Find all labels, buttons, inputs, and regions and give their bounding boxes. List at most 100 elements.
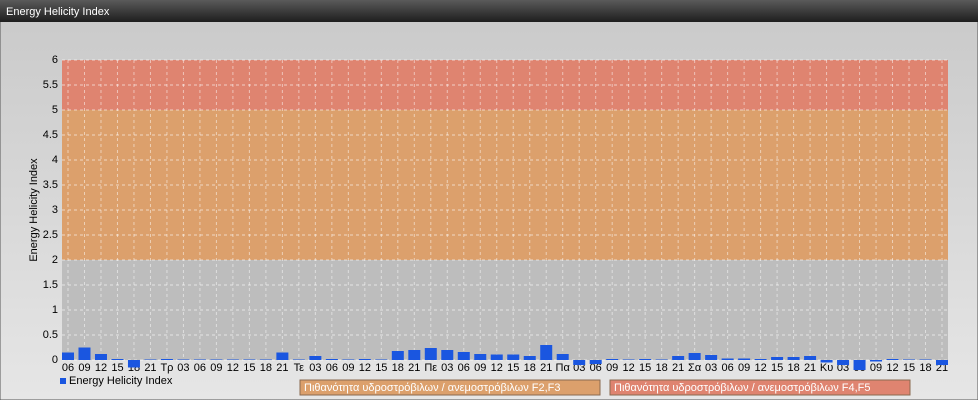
- bar: [457, 352, 470, 360]
- x-tick-label: 18: [919, 362, 931, 374]
- bar: [259, 359, 272, 360]
- bar: [424, 348, 437, 360]
- bar: [62, 352, 74, 360]
- x-tick-label: 21: [408, 362, 420, 374]
- bar: [853, 360, 866, 370]
- bar: [127, 360, 140, 368]
- bar: [705, 355, 718, 360]
- y-tick-label: 1: [52, 304, 58, 316]
- x-tick-label: 15: [639, 362, 651, 374]
- bar: [606, 359, 619, 360]
- x-tick-label: 18: [260, 362, 272, 374]
- x-tick-label: 18: [524, 362, 536, 374]
- y-tick-label: 0.5: [43, 329, 58, 341]
- x-tick-label: 06: [62, 362, 74, 374]
- x-tick-label: 18: [392, 362, 404, 374]
- x-tick-label: 21: [276, 362, 288, 374]
- x-tick-label: Πα: [556, 362, 571, 374]
- x-tick-label: 12: [95, 362, 107, 374]
- x-tick-label: Τε: [294, 362, 305, 374]
- bar: [721, 358, 734, 360]
- x-tick-label: 21: [804, 362, 816, 374]
- x-tick-label: 03: [705, 362, 717, 374]
- bar: [292, 359, 305, 360]
- bar: [177, 359, 190, 360]
- bar: [936, 360, 948, 365]
- x-tick-label: Πε: [424, 362, 437, 374]
- y-tick-label: 3: [52, 204, 58, 216]
- x-tick-label: 18: [656, 362, 668, 374]
- bar: [622, 359, 635, 360]
- bar: [309, 356, 322, 360]
- bar: [507, 354, 520, 360]
- bar: [903, 359, 916, 360]
- x-tick-label: 03: [441, 362, 453, 374]
- x-tick-label: Κυ: [820, 362, 833, 374]
- bar: [144, 359, 157, 360]
- bar: [276, 352, 289, 360]
- bar: [523, 356, 536, 360]
- y-tick-label: 4: [52, 154, 58, 166]
- bar: [78, 347, 91, 360]
- bar: [490, 354, 503, 360]
- panel-title: Energy Helicity Index: [6, 6, 110, 18]
- x-tick-label: 03: [177, 362, 189, 374]
- x-tick-label: 12: [623, 362, 635, 374]
- bar: [870, 360, 883, 362]
- x-tick-label: 09: [210, 362, 222, 374]
- bar: [540, 345, 553, 360]
- y-tick-label: 2: [52, 254, 58, 266]
- bar: [94, 354, 107, 360]
- bar: [111, 359, 124, 360]
- bar: [160, 359, 173, 360]
- bar: [837, 360, 850, 365]
- bar: [210, 359, 223, 360]
- x-tick-label: 06: [458, 362, 470, 374]
- x-tick-label: Τρ: [160, 362, 173, 374]
- bar: [474, 354, 487, 360]
- x-tick-label: 12: [886, 362, 898, 374]
- x-tick-label: 06: [326, 362, 338, 374]
- bar: [342, 359, 355, 360]
- legend-label: Energy Helicity Index: [69, 375, 173, 387]
- x-tick-label: 15: [771, 362, 783, 374]
- x-tick-label: 09: [738, 362, 750, 374]
- bar: [804, 356, 817, 360]
- x-tick-label: 21: [144, 362, 156, 374]
- legend-swatch: [60, 378, 66, 384]
- bar: [886, 359, 899, 360]
- x-tick-label: Σα: [688, 362, 702, 374]
- x-tick-label: 15: [507, 362, 519, 374]
- bar: [688, 353, 701, 360]
- bar: [639, 359, 652, 360]
- x-tick-label: 12: [227, 362, 239, 374]
- bar: [243, 359, 256, 360]
- bar: [820, 360, 833, 363]
- y-tick-label: 4.5: [43, 129, 58, 141]
- y-tick-label: 1.5: [43, 279, 58, 291]
- bar: [226, 359, 239, 360]
- bar: [787, 357, 800, 360]
- x-tick-label: 21: [540, 362, 552, 374]
- x-tick-label: 12: [491, 362, 503, 374]
- x-tick-label: 15: [111, 362, 123, 374]
- y-tick-label: 6: [52, 54, 58, 66]
- x-tick-label: 06: [590, 362, 602, 374]
- x-tick-label: 21: [672, 362, 684, 374]
- bar: [589, 360, 602, 364]
- title-bar: [0, 0, 978, 22]
- bar: [754, 359, 767, 360]
- bar: [408, 350, 421, 360]
- bar: [358, 359, 371, 360]
- band-legend-label: Πιθανότητα υδροστρόβιλων / ανεμοστρόβιλω…: [304, 382, 561, 394]
- x-tick-label: 09: [78, 362, 90, 374]
- bar: [771, 357, 784, 360]
- x-tick-label: 15: [375, 362, 387, 374]
- bar: [738, 358, 751, 360]
- x-tick-label: 15: [903, 362, 915, 374]
- band-legend-box: [609, 379, 911, 396]
- x-tick-label: 09: [474, 362, 486, 374]
- band-legend-box: [299, 379, 601, 396]
- x-tick-label: 09: [870, 362, 882, 374]
